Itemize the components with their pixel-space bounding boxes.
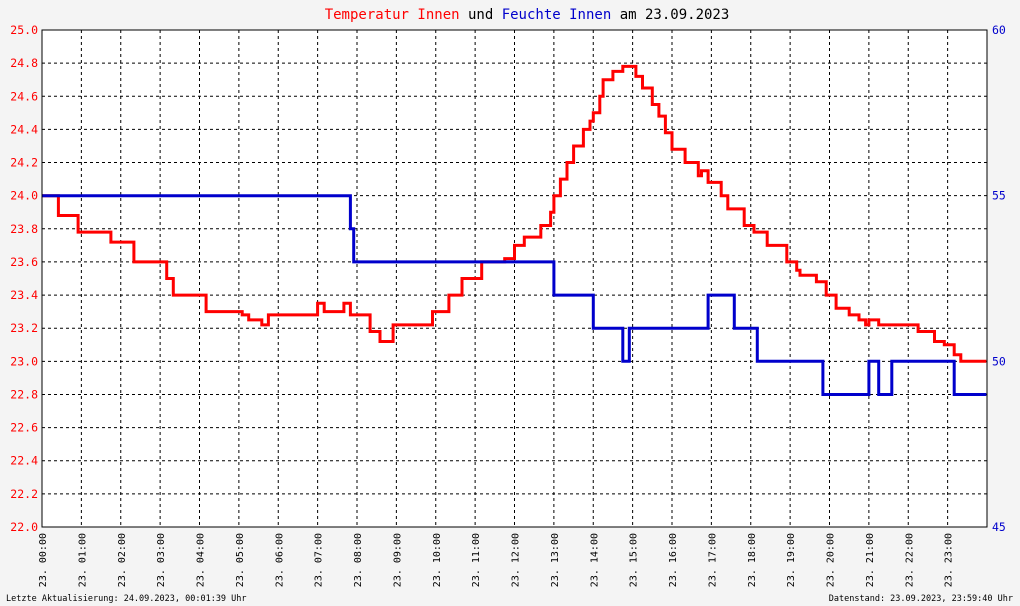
- y-left-tick-label: 22.2: [10, 487, 38, 501]
- y-left-tick-label: 23.0: [10, 354, 38, 368]
- y-left-tick-label: 22.4: [10, 454, 38, 468]
- x-tick-label: 23. 07:00: [314, 533, 325, 587]
- x-tick-label: 23. 21:00: [865, 533, 876, 587]
- x-tick-label: 23. 09:00: [392, 533, 403, 587]
- x-tick-label: 23. 01:00: [77, 533, 88, 587]
- footer-data-status: Datenstand: 23.09.2023, 23:59:40 Uhr: [829, 594, 1013, 604]
- x-tick-label: 23. 04:00: [196, 533, 207, 587]
- title-part: und: [460, 7, 502, 23]
- x-tick-label: 23. 17:00: [707, 533, 718, 587]
- title-part: Temperatur Innen: [325, 7, 460, 23]
- y-left-tick-label: 24.2: [10, 156, 38, 170]
- y-axis-left: 22.0 22.2 22.4 22.6 22.8 23.0 23.2 23.4 23.6 23.8…: [10, 23, 38, 534]
- y-left-tick-label: 25.0: [10, 23, 38, 37]
- x-tick-label: 23. 14:00: [589, 533, 600, 587]
- x-tick-label: 23. 00:00: [38, 533, 49, 587]
- x-tick-label: 23. 19:00: [786, 533, 797, 587]
- series-line-humidity: [42, 194, 987, 396]
- y-right-tick-label: 55: [992, 189, 1006, 203]
- y-left-tick-label: 22.0: [10, 520, 38, 534]
- y-right-tick-label: 50: [992, 354, 1006, 368]
- y-left-tick-label: 23.6: [10, 255, 38, 269]
- grid: [42, 30, 987, 527]
- x-tick-label: 23. 06:00: [274, 533, 285, 587]
- x-tick-label: 23. 22:00: [904, 533, 915, 587]
- x-tick-label: 23. 16:00: [668, 533, 679, 587]
- x-tick-label: 23. 10:00: [432, 533, 443, 587]
- y-axis-right: 45 50 55 60: [992, 23, 1006, 534]
- y-left-tick-label: 24.0: [10, 189, 38, 203]
- series-line-temperature: [42, 64, 987, 363]
- footer-last-update: Letzte Aktualisierung: 24.09.2023, 00:01…: [6, 594, 247, 604]
- x-tick-label: 23. 02:00: [117, 533, 128, 587]
- x-tick-label: 23. 23:00: [944, 533, 955, 587]
- x-tick-label: 23. 18:00: [747, 533, 758, 587]
- series-layer: [42, 64, 987, 396]
- y-right-tick-label: 45: [992, 520, 1006, 534]
- y-left-tick-label: 23.4: [10, 288, 38, 302]
- x-axis: 23. 00:00 23. 01:00 23. 02:00 23. 03:00 23. …: [38, 533, 955, 587]
- plot-frame: [41, 29, 988, 528]
- x-tick-label: 23. 11:00: [471, 533, 482, 587]
- y-left-tick-label: 24.6: [10, 89, 38, 103]
- x-tick-label: 23. 03:00: [156, 533, 167, 587]
- x-tick-label: 23. 15:00: [629, 533, 640, 587]
- y-right-tick-label: 60: [992, 23, 1006, 37]
- chart-title: Temperatur Innen und Feuchte Innen am 23…: [325, 7, 730, 23]
- y-left-tick-label: 22.6: [10, 421, 38, 435]
- x-tick-label: 23. 08:00: [353, 533, 364, 587]
- y-left-tick-label: 23.2: [10, 321, 38, 335]
- x-tick-label: 23. 13:00: [550, 533, 561, 587]
- y-left-tick-label: 22.8: [10, 387, 38, 401]
- title-part: am 23.09.2023: [611, 7, 729, 23]
- y-left-tick-label: 24.4: [10, 122, 38, 136]
- title-part: Feuchte Innen: [502, 7, 612, 23]
- x-tick-label: 23. 12:00: [511, 533, 522, 587]
- x-tick-label: 23. 20:00: [826, 533, 837, 587]
- x-tick-label: 23. 05:00: [235, 533, 246, 587]
- y-left-tick-label: 23.8: [10, 222, 38, 236]
- y-left-tick-label: 24.8: [10, 56, 38, 70]
